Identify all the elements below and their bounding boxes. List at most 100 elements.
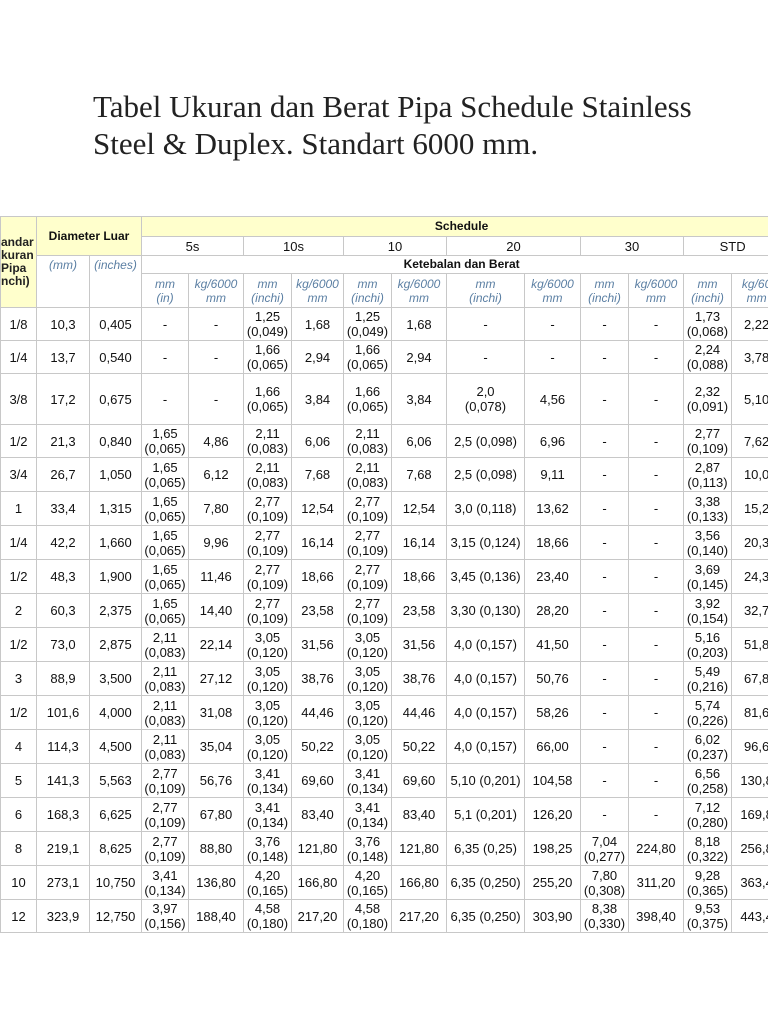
table-cell: 2,77 (0,109) bbox=[343, 593, 393, 628]
table-cell: 363,4 bbox=[731, 865, 768, 900]
header-row: (mm) (inches) Ketebalan dan Berat bbox=[1, 255, 768, 308]
size-cell: 1/8 bbox=[0, 307, 37, 341]
size-cell: 4 bbox=[0, 729, 37, 764]
table-cell: 56,76 bbox=[188, 763, 245, 798]
table-cell: 6,35 (0,250) bbox=[446, 899, 526, 933]
table-cell: 41,50 bbox=[524, 627, 582, 662]
table-cell: 18,66 bbox=[291, 559, 345, 594]
table-cell: 7,68 bbox=[291, 457, 345, 492]
table-cell: 2,94 bbox=[391, 340, 448, 374]
table-cell: 121,80 bbox=[291, 831, 345, 866]
table-cell: 2,32 (0,091) bbox=[683, 373, 733, 425]
size-cell: 1/2 bbox=[0, 627, 37, 662]
table-cell: 44,46 bbox=[391, 695, 448, 730]
table-cell: 6,12 bbox=[188, 457, 245, 492]
table-cell: - bbox=[628, 491, 685, 526]
table-cell: 33,4 bbox=[36, 491, 90, 526]
table-cell: 21,3 bbox=[36, 424, 90, 458]
table-row: 5 141,3 5,563 2,77 (0,109) 56,76 3,41 (0,134)… bbox=[0, 763, 768, 798]
table-cell: 50,22 bbox=[391, 729, 448, 764]
table-cell: 1,25 (0,049) bbox=[243, 307, 293, 341]
table-cell: 0,675 bbox=[88, 373, 143, 425]
table-cell: 2,11 (0,083) bbox=[141, 695, 190, 730]
table-cell: 2,875 bbox=[88, 627, 143, 662]
table-cell: 217,20 bbox=[291, 899, 345, 933]
table-cell: 2,77 (0,109) bbox=[243, 593, 293, 628]
table-cell: 1,660 bbox=[88, 525, 143, 560]
table-cell: 3,41 (0,134) bbox=[141, 865, 190, 900]
table-cell: - bbox=[628, 661, 685, 696]
table-cell: 16,14 bbox=[391, 525, 448, 560]
table-cell: 7,80 (0,308) bbox=[580, 865, 630, 900]
table-cell: 4,56 bbox=[524, 373, 582, 425]
table-row: 10 273,1 10,750 3,41 (0,134) 136,80 4,20 (0,1… bbox=[0, 865, 768, 900]
table-cell: 69,60 bbox=[291, 763, 345, 798]
table-cell: 217,20 bbox=[391, 899, 448, 933]
size-cell: 1 bbox=[0, 491, 37, 526]
table-cell: 1,68 bbox=[391, 307, 448, 341]
table-cell: - bbox=[188, 373, 245, 425]
header-cell: Diameter Luar bbox=[35, 216, 143, 256]
table-cell: 48,3 bbox=[36, 559, 90, 594]
table-cell: 2,77 (0,109) bbox=[141, 763, 190, 798]
table-cell: 12,54 bbox=[291, 491, 345, 526]
table-cell: 2,77 (0,109) bbox=[343, 491, 393, 526]
table-cell: 16,14 bbox=[291, 525, 345, 560]
table-cell: 273,1 bbox=[36, 865, 90, 900]
table-cell: 2,94 bbox=[291, 340, 345, 374]
table-cell: 60,3 bbox=[36, 593, 90, 628]
table-cell: 13,7 bbox=[36, 340, 90, 374]
size-cell: 1/2 bbox=[0, 424, 37, 458]
unit-cell: kg/6000 mm bbox=[391, 273, 448, 308]
table-row: 1/2 101,6 4,000 2,11 (0,083) 31,08 3,05 (0,12… bbox=[0, 695, 768, 730]
table-cell: 9,11 bbox=[524, 457, 582, 492]
table-cell: 219,1 bbox=[36, 831, 90, 866]
table-cell: 96,6 bbox=[731, 729, 768, 764]
table-cell: - bbox=[524, 340, 582, 374]
table-cell: 2,11 (0,083) bbox=[343, 457, 393, 492]
schedule-name: 10 bbox=[343, 236, 448, 256]
table-cell: 3,41 (0,134) bbox=[243, 763, 293, 798]
table-row: 3/8 17,2 0,675- -1,66 (0,065) 3,84 1,66 (0,06… bbox=[0, 373, 768, 425]
header-cell: Schedule bbox=[141, 216, 768, 237]
table-cell: 126,20 bbox=[524, 797, 582, 832]
table-cell: 2,11 (0,083) bbox=[243, 457, 293, 492]
table-cell: 4,20 (0,165) bbox=[243, 865, 293, 900]
table-cell: 1,65 (0,065) bbox=[141, 491, 190, 526]
header-row: 5s 10s 10 20 30 STD bbox=[1, 236, 768, 256]
size-cell: 1/4 bbox=[0, 340, 37, 374]
table: andar kuran Pipa nchi) Diameter Luar Sched… bbox=[0, 216, 768, 933]
unit-cell: kg/6000 mm bbox=[291, 273, 345, 308]
table-row: 1/4 13,7 0,540- -1,66 (0,065) 2,94 1,66 (0,06… bbox=[0, 340, 768, 374]
table-cell: 2,77 (0,109) bbox=[243, 525, 293, 560]
unit-cell: kg/6000 mm bbox=[628, 273, 685, 308]
table-cell: 3,69 (0,145) bbox=[683, 559, 733, 594]
table-cell: 166,80 bbox=[291, 865, 345, 900]
header-row: andar kuran Pipa nchi) Diameter Luar Sched… bbox=[0, 216, 768, 308]
table-cell: - bbox=[628, 695, 685, 730]
table-row: 1 33,4 1,315 1,65 (0,065) 7,80 2,77 (0,109) 12… bbox=[0, 491, 768, 526]
table-cell: 256,8 bbox=[731, 831, 768, 866]
table-cell: - bbox=[628, 424, 685, 458]
table-cell: 1,68 bbox=[291, 307, 345, 341]
table-cell: 4,0 (0,157) bbox=[446, 729, 526, 764]
table-cell: 166,80 bbox=[391, 865, 448, 900]
table-row: 1/2 21,3 0,840 1,65 (0,065) 4,86 2,11 (0,083)… bbox=[0, 424, 768, 458]
table-cell: 2,77 (0,109) bbox=[243, 559, 293, 594]
table-cell: - bbox=[580, 525, 630, 560]
table-row: 1/8 10,3 0,405- -1,25 (0,049) 1,68 1,25 (0,04… bbox=[0, 307, 768, 341]
table-cell: 3,500 bbox=[88, 661, 143, 696]
table-cell: 38,76 bbox=[391, 661, 448, 696]
table-cell: - bbox=[580, 627, 630, 662]
table-cell: 83,40 bbox=[391, 797, 448, 832]
table-cell: 1,65 (0,065) bbox=[141, 593, 190, 628]
table-cell: 5,16 (0,203) bbox=[683, 627, 733, 662]
table-cell: 3,05 (0,120) bbox=[243, 627, 293, 662]
table-cell: - bbox=[141, 373, 190, 425]
table-cell: 3,76 (0,148) bbox=[343, 831, 393, 866]
table-cell: 15,2 bbox=[731, 491, 768, 526]
table-cell: 6,06 bbox=[391, 424, 448, 458]
table-cell: - bbox=[628, 593, 685, 628]
table-cell: - bbox=[628, 729, 685, 764]
